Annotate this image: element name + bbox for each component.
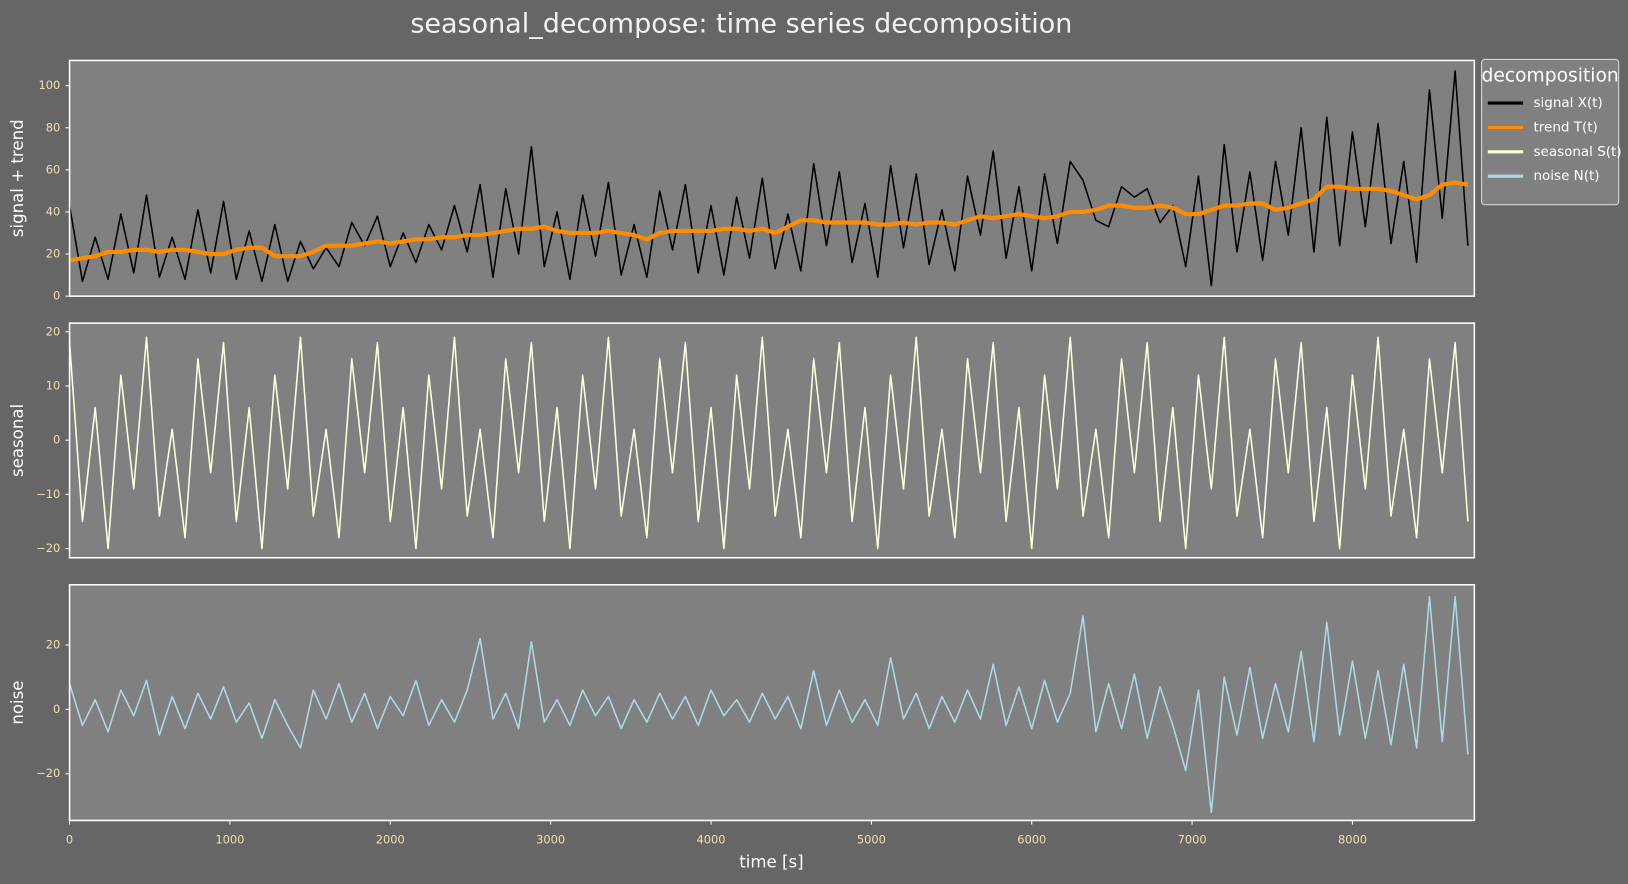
y-tick-label: 40 xyxy=(46,204,61,218)
legend-box xyxy=(1481,58,1620,206)
series-line xyxy=(69,180,1469,263)
series-line xyxy=(69,595,1469,814)
x-tick-label: 3000 xyxy=(536,833,565,847)
y-axis-label: signal + trend xyxy=(8,119,27,237)
y-tick-label: 60 xyxy=(46,162,61,176)
x-tick-label: 2000 xyxy=(376,833,405,847)
y-tick-label: 100 xyxy=(38,78,60,92)
legend-label: noise N(t) xyxy=(1534,168,1600,184)
legend-label: seasonal S(t) xyxy=(1534,144,1622,160)
y-tick-label: 20 xyxy=(46,247,61,261)
x-tick-label: 1000 xyxy=(215,833,244,847)
series-line xyxy=(69,336,1469,550)
y-tick-label: 0 xyxy=(53,702,60,716)
plot-frame xyxy=(68,59,1476,297)
y-tick-label: −10 xyxy=(36,487,60,501)
x-tick-label: 7000 xyxy=(1178,833,1207,847)
y-tick-label: 20 xyxy=(46,637,61,651)
y-axis-label: seasonal xyxy=(8,404,27,477)
y-tick-label: 80 xyxy=(46,120,61,134)
x-tick-label: 0 xyxy=(66,833,73,847)
x-tick-label: 6000 xyxy=(1017,833,1046,847)
chart-title: seasonal_decompose: time series decompos… xyxy=(410,9,1072,40)
series-line xyxy=(69,70,1469,287)
plot-area xyxy=(69,60,1475,297)
y-tick-label: 0 xyxy=(53,289,60,303)
y-tick-label: −20 xyxy=(36,766,60,780)
x-tick-label: 5000 xyxy=(857,833,886,847)
x-tick-label: 4000 xyxy=(696,833,725,847)
y-tick-label: 10 xyxy=(46,378,61,392)
plot-area xyxy=(69,323,1475,558)
x-tick-label: 8000 xyxy=(1338,833,1367,847)
legend-label: signal X(t) xyxy=(1534,95,1603,111)
x-axis-label: time [s] xyxy=(739,853,803,872)
legend-label: trend T(t) xyxy=(1534,119,1598,135)
plot-frame xyxy=(68,322,1476,559)
y-tick-label: 20 xyxy=(46,324,61,338)
plot-area xyxy=(69,584,1475,821)
y-tick-label: −20 xyxy=(36,541,60,555)
legend-title: decomposition xyxy=(1482,66,1619,87)
plot-frame xyxy=(68,583,1476,822)
y-axis-label: noise xyxy=(8,681,27,725)
y-tick-label: 0 xyxy=(53,433,60,447)
